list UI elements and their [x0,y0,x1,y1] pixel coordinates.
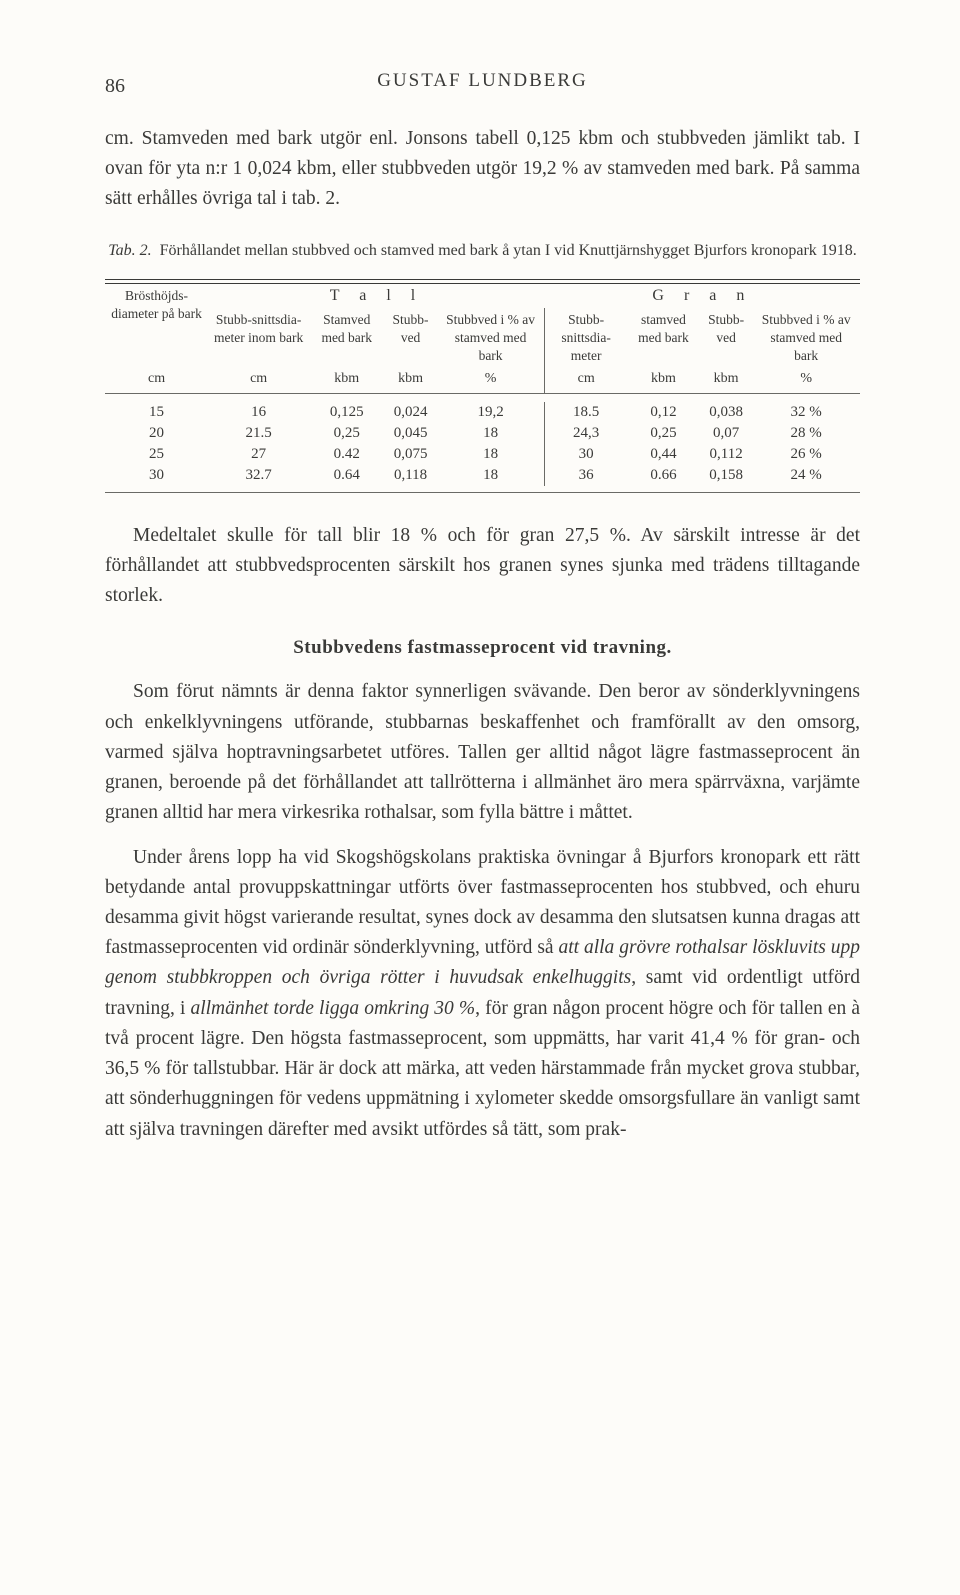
col-header-diameter: Brösthöjds-diameter på bark [105,283,208,368]
unit-7: kbm [700,368,752,394]
col-h4: Stubbved i % av stamved med bark [437,308,545,369]
paragraph-1: cm. Stamveden med bark utgör enl. Jonson… [105,124,860,215]
col-h1: Stubb-snittsdia-meter inom bark [208,308,309,369]
col-h2: Stamved med bark [309,308,384,369]
table-row: 15 16 0,125 0,024 19,2 18.5 0,12 0,038 3… [105,402,860,423]
page-number: 86 [105,75,125,98]
table-row: 30 32.7 0.64 0,118 18 36 0.66 0,158 24 % [105,465,860,486]
col-h7: Stubb-ved [700,308,752,369]
section-title: Stubbvedens fastmasseprocent vid travnin… [105,637,860,659]
p4-italic2: allmänhet torde ligga omkring 30 % [190,998,475,1019]
unit-2: kbm [309,368,384,394]
unit-8: % [752,368,860,394]
unit-1: cm [208,368,309,394]
paragraph-3: Som förut nämnts är denna faktor synnerl… [105,677,860,828]
table-caption-text: Förhållandet mellan stubbved och stamved… [160,242,857,259]
unit-4: % [437,368,545,394]
paragraph-4: Under årens lopp ha vid Skogshögskolans … [105,843,860,1145]
col-h6: stamved med bark [627,308,700,369]
col-h3: Stubb-ved [384,308,436,369]
unit-0: cm [105,368,208,394]
unit-6: kbm [627,368,700,394]
table-caption-prefix: Tab. 2. [108,242,151,259]
col-group-gran: G r a n [545,283,860,308]
col-h5: Stubb-snittsdia-meter [545,308,627,369]
col-h8: Stubbved i % av stamved med bark [752,308,860,369]
paragraph-2: Medeltalet skulle för tall blir 18 % och… [105,521,860,612]
data-table: Brösthöjds-diameter på bark T a l l G r … [105,279,860,493]
table-caption: Tab. 2. Förhållandet mellan stubbved och… [105,239,860,263]
col-group-tall: T a l l [208,283,545,308]
table-row: 25 27 0.42 0,075 18 30 0,44 0,112 26 % [105,444,860,465]
unit-5: cm [545,368,627,394]
unit-3: kbm [384,368,436,394]
page-header-title: GUSTAF LUNDBERG [105,70,860,92]
table-row: 20 21.5 0,25 0,045 18 24,3 0,25 0,07 28 … [105,423,860,444]
